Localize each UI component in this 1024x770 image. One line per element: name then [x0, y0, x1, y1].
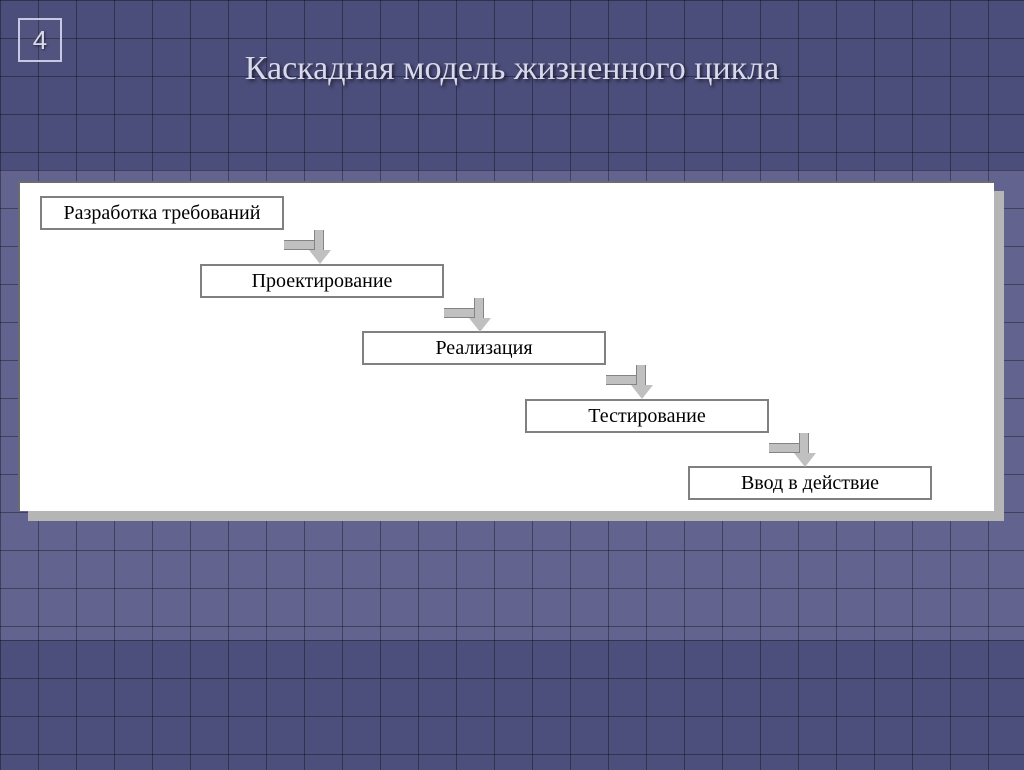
arrow-shaft-v: [474, 298, 484, 318]
stage-box-0: Разработка требований: [40, 196, 284, 230]
stage-label: Тестирование: [588, 405, 706, 428]
arrow-head-icon: [309, 250, 331, 264]
slide-title: Каскадная модель жизненного цикла: [0, 50, 1024, 88]
arrow-shaft-v: [636, 365, 646, 385]
arrow-head-icon: [794, 453, 816, 467]
stage-box-2: Реализация: [362, 331, 606, 365]
stage-box-1: Проектирование: [200, 264, 444, 298]
stage-label: Разработка требований: [64, 202, 261, 225]
arrow-shaft-v: [799, 433, 809, 453]
stage-label: Проектирование: [252, 270, 393, 293]
arrow-head-icon: [631, 385, 653, 399]
stage-label: Ввод в действие: [741, 472, 879, 495]
arrow-head-icon: [469, 318, 491, 332]
background-bottom: [0, 640, 1024, 770]
stage-box-3: Тестирование: [525, 399, 769, 433]
arrow-shaft-v: [314, 230, 324, 250]
stage-label: Реализация: [435, 337, 532, 360]
stage-box-4: Ввод в действие: [688, 466, 932, 500]
